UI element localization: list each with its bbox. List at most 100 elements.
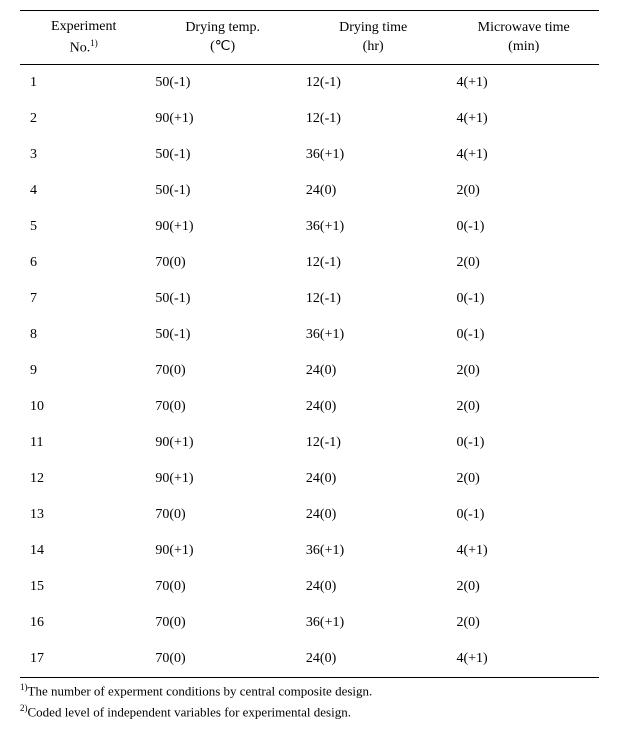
table-cell: 90(+1) (147, 461, 298, 497)
table-row: 1190(+1)12(-1)0(-1) (20, 425, 599, 461)
table-cell: 36(+1) (298, 137, 449, 173)
table-row: 450(-1)24(0)2(0) (20, 173, 599, 209)
header-line1: Drying time (339, 20, 407, 35)
table-cell: 13 (20, 497, 147, 533)
table-cell: 90(+1) (147, 101, 298, 137)
table-cell: 12(-1) (298, 281, 449, 317)
table-row: 1070(0)24(0)2(0) (20, 389, 599, 425)
table-cell: 2 (20, 101, 147, 137)
table-cell: 2(0) (448, 173, 599, 209)
table-cell: 50(-1) (147, 64, 298, 101)
table-row: 1290(+1)24(0)2(0) (20, 461, 599, 497)
column-header-microwave-time: Microwave time (min) (448, 11, 599, 65)
table-cell: 12 (20, 461, 147, 497)
table-row: 850(-1)36(+1)0(-1) (20, 317, 599, 353)
table-cell: 24(0) (298, 497, 449, 533)
table-cell: 12(-1) (298, 425, 449, 461)
table-cell: 24(0) (298, 173, 449, 209)
table-cell: 2(0) (448, 389, 599, 425)
table-cell: 0(-1) (448, 425, 599, 461)
header-line2: (℃) (151, 37, 294, 57)
column-header-experiment-no: Experiment No.1) (20, 11, 147, 65)
table-row: 1570(0)24(0)2(0) (20, 569, 599, 605)
table-cell: 0(-1) (448, 281, 599, 317)
table-row: 1490(+1)36(+1)4(+1) (20, 533, 599, 569)
footnote-sup: 1) (20, 682, 28, 692)
table-body: 150(-1)12(-1)4(+1)290(+1)12(-1)4(+1)350(… (20, 64, 599, 677)
table-cell: 2(0) (448, 461, 599, 497)
table-cell: 36(+1) (298, 209, 449, 245)
table-cell: 50(-1) (147, 173, 298, 209)
footnote-text: The number of experment conditions by ce… (28, 683, 373, 698)
table-cell: 0(-1) (448, 497, 599, 533)
header-line1: Drying temp. (185, 20, 260, 35)
column-header-drying-temp: Drying temp. (℃) (147, 11, 298, 65)
table-cell: 12(-1) (298, 64, 449, 101)
table-cell: 4(+1) (448, 533, 599, 569)
table-cell: 70(0) (147, 353, 298, 389)
table-cell: 16 (20, 605, 147, 641)
footnote-2: 2)Coded level of independent variables f… (20, 702, 599, 722)
footnotes: 1)The number of experment conditions by … (20, 681, 599, 722)
footnote-1: 1)The number of experment conditions by … (20, 681, 599, 701)
table-cell: 4(+1) (448, 64, 599, 101)
table-row: 1770(0)24(0)4(+1) (20, 641, 599, 678)
table-cell: 7 (20, 281, 147, 317)
table-cell: 36(+1) (298, 317, 449, 353)
header-line2: (min) (452, 37, 595, 57)
table-cell: 4(+1) (448, 641, 599, 678)
table-cell: 14 (20, 533, 147, 569)
table-cell: 24(0) (298, 353, 449, 389)
table-row: 970(0)24(0)2(0) (20, 353, 599, 389)
header-line1: Microwave time (478, 20, 570, 35)
experimental-design-table: Experiment No.1) Drying temp. (℃) Drying… (20, 10, 599, 678)
table-cell: 4(+1) (448, 137, 599, 173)
table-row: 350(-1)36(+1)4(+1) (20, 137, 599, 173)
table-cell: 1 (20, 64, 147, 101)
table-cell: 15 (20, 569, 147, 605)
table-cell: 70(0) (147, 641, 298, 678)
table-cell: 4(+1) (448, 101, 599, 137)
table-cell: 12(-1) (298, 101, 449, 137)
table-cell: 50(-1) (147, 317, 298, 353)
table-cell: 24(0) (298, 461, 449, 497)
footnote-text: Coded level of independent variables for… (28, 704, 351, 719)
table-cell: 2(0) (448, 353, 599, 389)
table-cell: 70(0) (147, 245, 298, 281)
table-cell: 0(-1) (448, 317, 599, 353)
table-cell: 36(+1) (298, 605, 449, 641)
table-cell: 70(0) (147, 569, 298, 605)
table-cell: 36(+1) (298, 533, 449, 569)
table-cell: 5 (20, 209, 147, 245)
table-cell: 24(0) (298, 569, 449, 605)
table-cell: 2(0) (448, 605, 599, 641)
table-row: 1670(0)36(+1)2(0) (20, 605, 599, 641)
table-row: 590(+1)36(+1)0(-1) (20, 209, 599, 245)
table-cell: 24(0) (298, 641, 449, 678)
table-cell: 10 (20, 389, 147, 425)
table-cell: 2(0) (448, 569, 599, 605)
table-cell: 70(0) (147, 389, 298, 425)
table-cell: 90(+1) (147, 533, 298, 569)
footnote-sup: 2) (20, 703, 28, 713)
table-row: 1370(0)24(0)0(-1) (20, 497, 599, 533)
table-row: 290(+1)12(-1)4(+1) (20, 101, 599, 137)
table-row: 750(-1)12(-1)0(-1) (20, 281, 599, 317)
table-cell: 12(-1) (298, 245, 449, 281)
table-row: 670(0)12(-1)2(0) (20, 245, 599, 281)
table-cell: 3 (20, 137, 147, 173)
header-line2: (hr) (302, 37, 445, 57)
table-cell: 11 (20, 425, 147, 461)
table-cell: 70(0) (147, 605, 298, 641)
table-cell: 90(+1) (147, 209, 298, 245)
table-cell: 6 (20, 245, 147, 281)
header-line2: No. (70, 40, 91, 55)
table-cell: 2(0) (448, 245, 599, 281)
header-line1: Experiment (51, 19, 116, 34)
table-header-row: Experiment No.1) Drying temp. (℃) Drying… (20, 11, 599, 65)
table-cell: 17 (20, 641, 147, 678)
table-cell: 8 (20, 317, 147, 353)
table-cell: 90(+1) (147, 425, 298, 461)
table-cell: 50(-1) (147, 137, 298, 173)
table-cell: 70(0) (147, 497, 298, 533)
